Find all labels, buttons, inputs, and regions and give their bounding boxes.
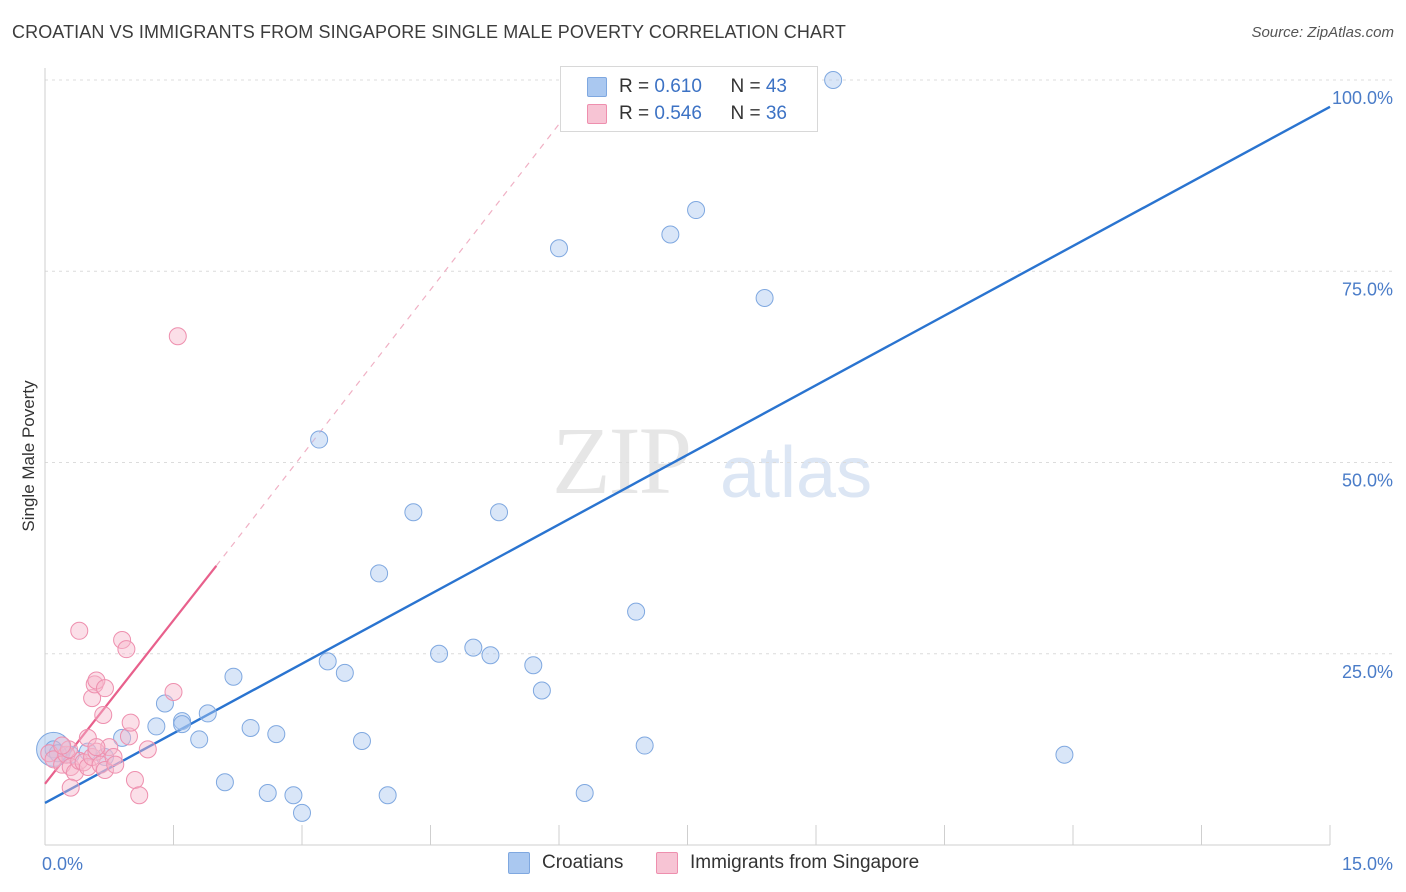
point-singapore (164, 683, 183, 701)
n-label: N = (730, 103, 766, 124)
trend-line-croatians (44, 105, 1331, 804)
point-croatians (755, 289, 774, 308)
point-singapore (95, 679, 114, 698)
data-points (36, 71, 1074, 822)
chart-title: CROATIAN VS IMMIGRANTS FROM SINGAPORE SI… (12, 22, 846, 42)
point-singapore (119, 727, 138, 746)
legend-swatch-singapore (656, 852, 678, 874)
point-croatians (575, 783, 594, 802)
r-value: 0.546 (654, 103, 702, 124)
tick-labels: 25.0% 50.0% 75.0% 100.0% 0.0% 15.0% Single Mal… (19, 88, 1393, 874)
axes (44, 68, 1331, 846)
point-croatians (464, 638, 483, 657)
r-value: 0.610 (654, 76, 702, 97)
point-singapore (168, 327, 187, 346)
point-croatians (404, 503, 423, 522)
x-tick-label: 15.0% (1342, 854, 1393, 874)
legend-swatch-croatians (508, 852, 530, 874)
point-croatians (258, 783, 277, 802)
point-croatians (173, 715, 192, 734)
point-singapore (117, 640, 136, 659)
legend-label-singapore: Immigrants from Singapore (690, 852, 920, 873)
point-croatians (1055, 745, 1074, 764)
point-croatians (550, 239, 568, 258)
legend-item-croatians[interactable]: Croatians (508, 852, 623, 874)
series-legend: Croatians Immigrants from Singapore (0, 852, 1406, 878)
point-croatians (430, 644, 449, 663)
n-label: N = (730, 76, 766, 97)
point-singapore (100, 738, 119, 757)
point-singapore (106, 755, 125, 774)
point-croatians (215, 773, 234, 792)
r-label: R = (619, 76, 655, 97)
point-croatians (524, 656, 543, 675)
n-value: 36 (765, 103, 787, 124)
point-croatians (147, 717, 166, 736)
point-croatians (532, 681, 551, 700)
point-croatians (267, 725, 286, 744)
point-singapore (70, 621, 89, 640)
r-label: R = (619, 103, 655, 124)
point-singapore (104, 748, 123, 767)
point-singapore (94, 705, 113, 724)
point-singapore (83, 689, 102, 708)
point-singapore (138, 740, 157, 759)
y-tick-label: 100.0% (1332, 88, 1393, 108)
point-croatians (490, 503, 509, 522)
point-singapore (87, 738, 106, 757)
point-singapore (113, 630, 132, 649)
watermark-atlas: atlas (720, 433, 873, 513)
point-croatians (635, 736, 654, 755)
point-croatians (241, 718, 260, 737)
point-croatians (310, 430, 329, 449)
trend-lines (44, 79, 1331, 804)
source-label: Source: ZipAtlas.com (1251, 24, 1394, 41)
n-value: 43 (765, 76, 787, 97)
swatch-singapore (587, 104, 607, 124)
grid-lines (45, 79, 1395, 655)
y-axis-title: Single Male Poverty (19, 380, 38, 532)
point-croatians (284, 786, 303, 805)
point-singapore (125, 770, 144, 789)
point-croatians (481, 646, 500, 665)
point-croatians (318, 652, 337, 671)
x-tick-label: 0.0% (42, 854, 83, 874)
point-croatians (687, 201, 706, 220)
point-croatians (293, 803, 311, 822)
point-singapore (61, 778, 80, 797)
point-croatians (190, 730, 209, 749)
trend-line-singapore-extension (215, 79, 594, 567)
trend-line-singapore (44, 565, 218, 785)
point-croatians (824, 71, 843, 89)
stats-legend: R = 0.610 N = 43 R = 0.546 N = 36 (560, 66, 818, 132)
point-croatians (352, 731, 371, 750)
point-singapore (130, 786, 149, 805)
point-croatians (335, 663, 354, 682)
point-croatians (378, 786, 397, 805)
point-croatians (198, 704, 217, 723)
point-singapore (53, 736, 72, 755)
point-singapore (95, 761, 114, 780)
point-singapore (121, 713, 140, 732)
y-tick-label: 50.0% (1342, 471, 1393, 491)
y-tick-label: 75.0% (1342, 279, 1393, 299)
point-croatians (627, 602, 646, 621)
watermark-zip: ZIP (552, 407, 692, 514)
point-croatians (224, 667, 243, 686)
point-croatians (370, 564, 389, 583)
y-tick-label: 25.0% (1342, 662, 1393, 682)
point-croatians (113, 728, 132, 747)
swatch-croatians (587, 77, 607, 97)
legend-label-croatians: Croatians (542, 852, 624, 873)
legend-item-singapore[interactable]: Immigrants from Singapore (656, 852, 919, 874)
point-croatians (661, 225, 680, 244)
